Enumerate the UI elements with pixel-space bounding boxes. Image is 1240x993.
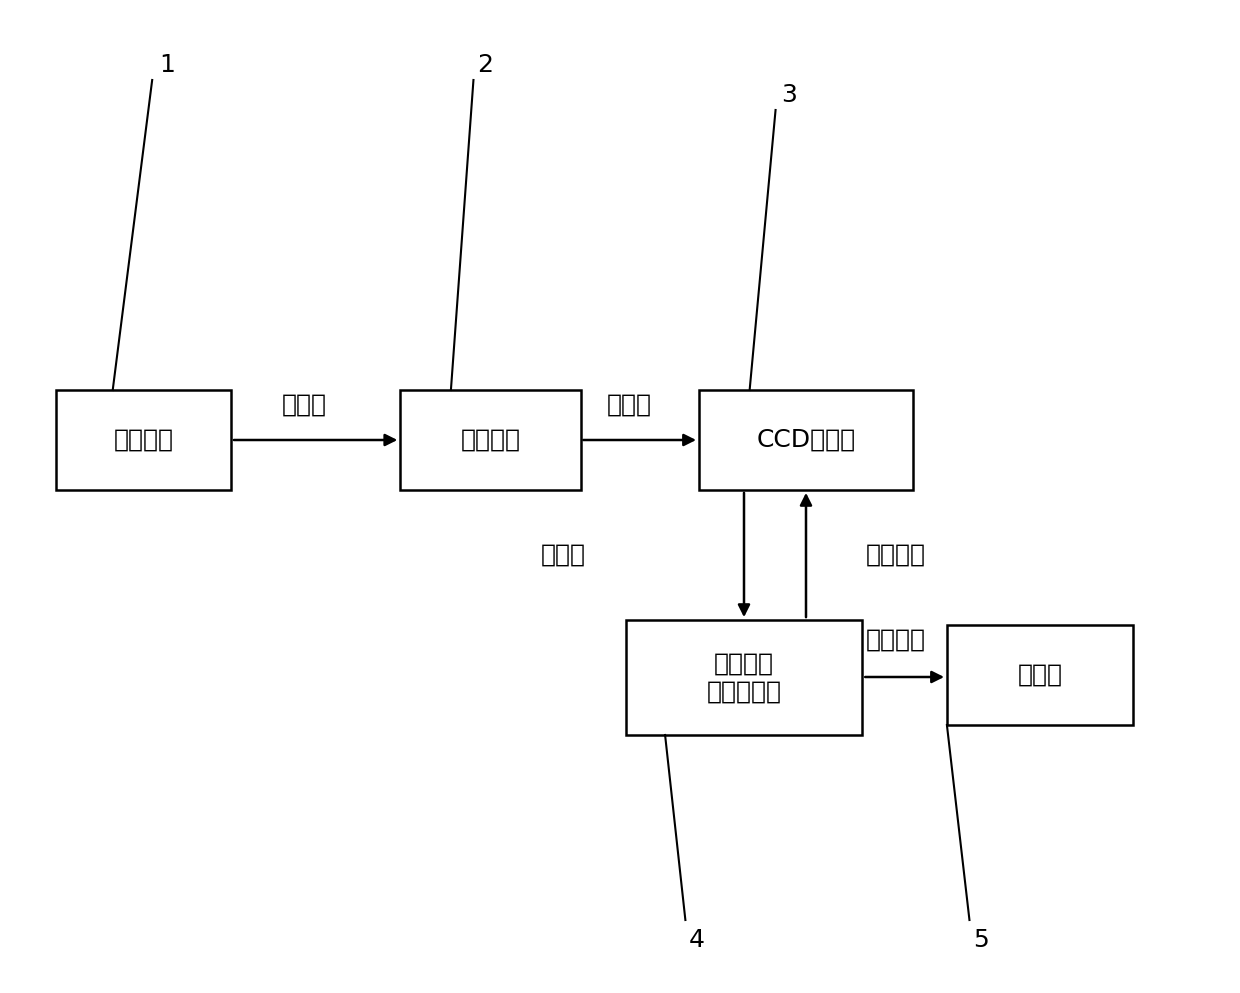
Bar [626,620,862,735]
Text: 光学平台: 光学平台 [460,428,521,452]
Text: 导光光纤: 导光光纤 [114,428,174,452]
Text: 5: 5 [973,928,988,952]
Text: 1: 1 [159,53,175,77]
Text: 控制信号: 控制信号 [867,543,926,567]
Text: 光信号: 光信号 [606,393,651,417]
Text: 3: 3 [781,83,797,107]
Bar [401,390,580,490]
Bar [947,625,1133,725]
Text: 数据采集
和控制电路: 数据采集 和控制电路 [707,651,781,703]
Bar [699,390,913,490]
Bar [56,390,231,490]
Text: 光信号: 光信号 [281,393,327,417]
Text: CCD探测器: CCD探测器 [756,428,856,452]
Text: 光谱数据: 光谱数据 [867,628,926,652]
Text: 计算机: 计算机 [1017,663,1063,687]
Text: 4: 4 [688,928,704,952]
Text: 光信号: 光信号 [541,543,587,567]
Text: 2: 2 [476,53,492,77]
